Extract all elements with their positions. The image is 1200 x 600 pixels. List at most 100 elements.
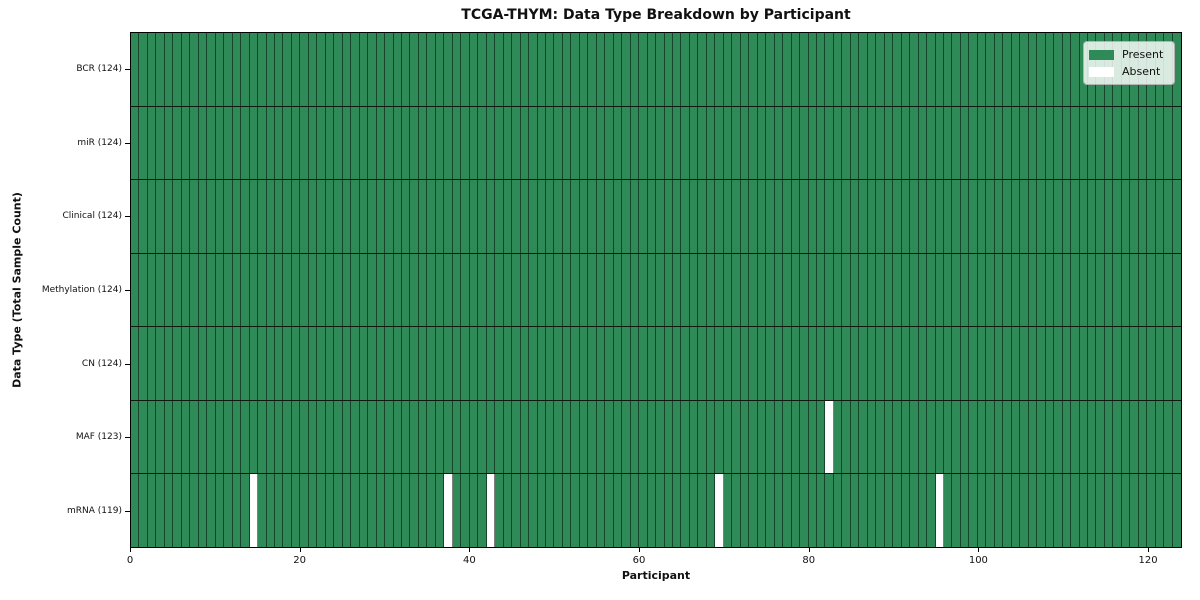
heatmap-cell-present bbox=[385, 180, 394, 253]
heatmap-cell-present bbox=[757, 33, 767, 106]
heatmap-cell-present bbox=[300, 180, 309, 253]
heatmap-cell-present bbox=[952, 327, 961, 400]
heatmap-cell-present bbox=[816, 400, 826, 474]
heatmap-cell-present bbox=[1164, 106, 1173, 180]
heatmap-cell-present bbox=[325, 180, 335, 253]
heatmap-cell-present bbox=[427, 474, 436, 548]
heatmap-cell-present bbox=[173, 327, 182, 400]
heatmap-cell-present bbox=[1003, 327, 1012, 400]
heatmap-cell-present bbox=[173, 400, 182, 474]
heatmap-cell-present bbox=[249, 400, 259, 474]
heatmap-cell-present bbox=[325, 474, 335, 548]
heatmap-cell-present bbox=[359, 400, 369, 474]
heatmap-cell-present bbox=[283, 253, 292, 327]
heatmap-cell-present bbox=[740, 327, 750, 400]
heatmap-cell-present bbox=[461, 33, 470, 106]
heatmap-cell-present bbox=[393, 253, 402, 327]
heatmap-cell-present bbox=[317, 253, 326, 327]
heatmap-cell-present bbox=[850, 327, 860, 400]
heatmap-cell-present bbox=[444, 106, 453, 180]
heatmap-row bbox=[131, 253, 1181, 328]
heatmap-cell-present bbox=[944, 180, 953, 253]
heatmap-cell-present bbox=[901, 253, 911, 327]
heatmap-cell-present bbox=[766, 180, 775, 253]
heatmap-cell-present bbox=[952, 253, 961, 327]
heatmap-cell-present bbox=[952, 106, 961, 180]
y-tick-label: miR (124) bbox=[77, 137, 122, 148]
heatmap-cell-present bbox=[952, 33, 961, 106]
heatmap-cell-present bbox=[545, 33, 555, 106]
heatmap-cell-present bbox=[545, 180, 555, 253]
heatmap-cell-present bbox=[283, 180, 292, 253]
heatmap-cell-present bbox=[1147, 106, 1156, 180]
heatmap-cell-present bbox=[215, 400, 225, 474]
heatmap-cell-present bbox=[351, 253, 360, 327]
heatmap-cell-present bbox=[1172, 400, 1181, 474]
heatmap-cell-present bbox=[300, 474, 309, 548]
heatmap-cell-present bbox=[723, 106, 733, 180]
heatmap-cell-present bbox=[918, 33, 928, 106]
heatmap-cell-present bbox=[410, 400, 419, 474]
heatmap-cell-present bbox=[334, 327, 343, 400]
heatmap-cell-present bbox=[181, 327, 191, 400]
heatmap-cell-present bbox=[842, 33, 851, 106]
heatmap-cell-present bbox=[901, 106, 911, 180]
heatmap-cell-present bbox=[283, 400, 292, 474]
heatmap-cell-present bbox=[342, 33, 352, 106]
heatmap-cell-present bbox=[859, 400, 868, 474]
heatmap-cell-absent bbox=[825, 400, 834, 474]
heatmap-cell-present bbox=[1130, 253, 1139, 327]
heatmap-cell-present bbox=[1028, 33, 1038, 106]
heatmap-cell-present bbox=[317, 327, 326, 400]
heatmap-cell-present bbox=[1079, 253, 1088, 327]
heatmap-cell-present bbox=[715, 327, 724, 400]
heatmap-cell-present bbox=[994, 327, 1004, 400]
heatmap-cell-present bbox=[452, 180, 462, 253]
heatmap-cell-present bbox=[131, 106, 140, 180]
heatmap-cell-present bbox=[385, 327, 394, 400]
heatmap-cell-present bbox=[1121, 474, 1131, 548]
heatmap-cell-present bbox=[241, 400, 250, 474]
heatmap-cell-present bbox=[402, 180, 411, 253]
heatmap-cell-present bbox=[1130, 400, 1139, 474]
heatmap-cell-present bbox=[622, 474, 631, 548]
heatmap-cell-present bbox=[1079, 327, 1088, 400]
heatmap-cell-present bbox=[224, 180, 233, 253]
heatmap-cell-present bbox=[520, 106, 530, 180]
y-tick-label: MAF (123) bbox=[75, 432, 122, 443]
heatmap-cell-present bbox=[317, 180, 326, 253]
heatmap-cell-present bbox=[376, 106, 386, 180]
heatmap-cell-present bbox=[935, 253, 944, 327]
heatmap-cell-present bbox=[1020, 33, 1029, 106]
heatmap-cell-present bbox=[164, 327, 174, 400]
heatmap-cell-present bbox=[673, 253, 682, 327]
heatmap-cell-present bbox=[469, 180, 479, 253]
heatmap-cell-present bbox=[452, 253, 462, 327]
heatmap-cell-present bbox=[596, 33, 606, 106]
heatmap-cell-present bbox=[402, 106, 411, 180]
heatmap-cell-present bbox=[266, 180, 275, 253]
heatmap-cell-present bbox=[800, 106, 809, 180]
heatmap-cell-present bbox=[562, 400, 572, 474]
heatmap-cell-present bbox=[596, 253, 606, 327]
heatmap-cell-present bbox=[732, 253, 741, 327]
heatmap-cell-present bbox=[1138, 400, 1148, 474]
heatmap-cell-present bbox=[452, 33, 462, 106]
heatmap-cell-present bbox=[1155, 180, 1165, 253]
heatmap-cell-present bbox=[359, 180, 369, 253]
heatmap-cell-present bbox=[1037, 253, 1046, 327]
heatmap-cell-present bbox=[376, 400, 386, 474]
heatmap-cell-present bbox=[529, 106, 538, 180]
heatmap-cell-present bbox=[258, 180, 267, 253]
heatmap-cell-present bbox=[808, 474, 817, 548]
heatmap-cell-present bbox=[910, 474, 919, 548]
heatmap-cell-present bbox=[927, 180, 936, 253]
heatmap-cell-present bbox=[503, 400, 513, 474]
heatmap-cell-present bbox=[876, 474, 885, 548]
heatmap-cell-present bbox=[893, 474, 902, 548]
heatmap-cell-present bbox=[1172, 253, 1181, 327]
heatmap-cell-present bbox=[503, 106, 513, 180]
heatmap-cell-present bbox=[774, 106, 784, 180]
heatmap-cell-present bbox=[944, 253, 953, 327]
heatmap-cell-present bbox=[749, 474, 758, 548]
